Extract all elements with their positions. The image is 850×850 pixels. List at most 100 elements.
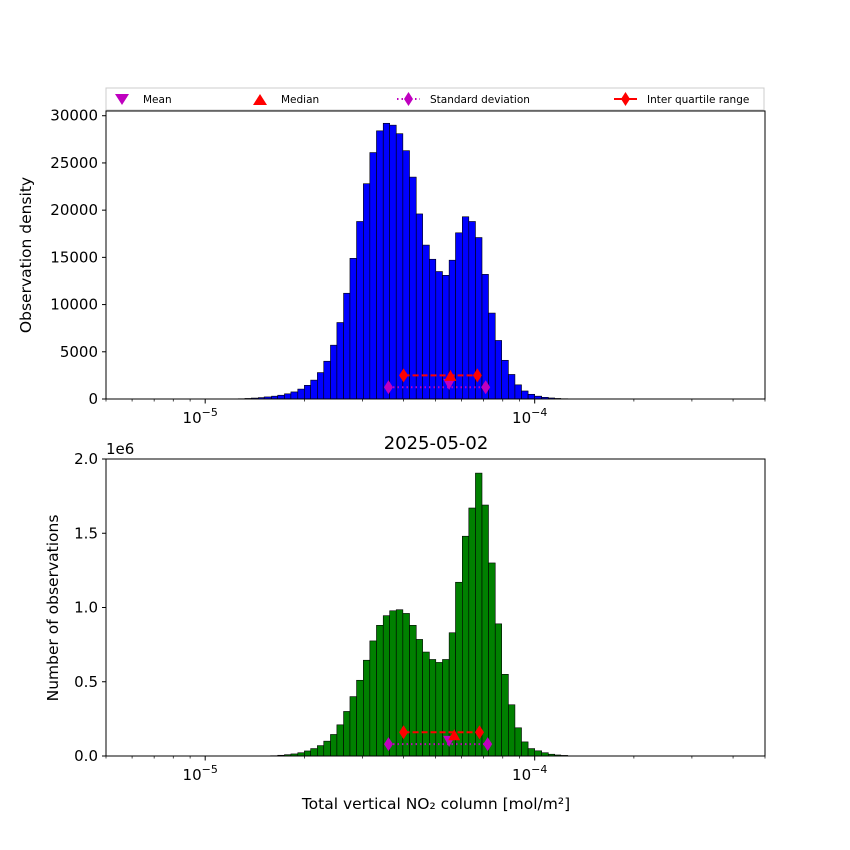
count-bar bbox=[501, 674, 509, 757]
density-bar bbox=[455, 232, 463, 400]
density-y-ticks: 0 5000 10000 15000 20000 25000 30000 bbox=[50, 107, 106, 408]
count-x-tick-label: 10−5 bbox=[183, 763, 218, 784]
density-bar bbox=[343, 292, 351, 400]
legend-item-iqr: Inter quartile range bbox=[614, 92, 749, 106]
count-y-tick-label: 0.0 bbox=[74, 747, 98, 765]
density-y-tick-label: 5000 bbox=[60, 343, 98, 361]
count-x-label: Total vertical NO₂ column [mol/m²] bbox=[301, 795, 570, 813]
density-median-marker bbox=[444, 369, 457, 381]
density-bar bbox=[323, 360, 331, 400]
count-y-ticks: 0.0 0.5 1.0 1.5 2.0 bbox=[74, 450, 106, 765]
density-bar bbox=[369, 152, 377, 400]
count-bar bbox=[508, 704, 516, 757]
density-bar bbox=[488, 312, 496, 400]
count-x-tick-label: 10−4 bbox=[512, 763, 547, 784]
count-bar bbox=[382, 615, 390, 757]
density-bar bbox=[376, 130, 384, 400]
density-bar bbox=[462, 216, 470, 400]
density-bar bbox=[349, 258, 357, 400]
legend-item-median: Median bbox=[253, 94, 319, 106]
density-bar bbox=[527, 393, 535, 400]
density-bar bbox=[402, 150, 410, 400]
density-bar bbox=[494, 340, 502, 400]
count-bar bbox=[323, 740, 331, 757]
count-y-tick-label: 2.0 bbox=[74, 450, 98, 468]
count-offset-label: 1e6 bbox=[106, 440, 134, 458]
density-bar bbox=[429, 258, 437, 400]
count-chart-title: 2025-05-02 bbox=[384, 433, 489, 454]
density-bar bbox=[277, 394, 285, 400]
legend-label-std: Standard deviation bbox=[430, 94, 530, 106]
density-std-marker bbox=[383, 380, 393, 395]
density-bar bbox=[284, 393, 292, 400]
legend-label-iqr: Inter quartile range bbox=[647, 94, 749, 106]
median-marker-icon bbox=[253, 94, 267, 105]
count-bar bbox=[343, 711, 351, 757]
density-stats bbox=[383, 368, 491, 395]
count-iqr-marker bbox=[399, 725, 409, 740]
count-bar bbox=[429, 659, 437, 757]
count-y-tick-label: 1.5 bbox=[74, 524, 98, 542]
density-iqr-marker bbox=[472, 368, 482, 383]
count-bar bbox=[494, 623, 502, 757]
density-bar bbox=[409, 176, 417, 400]
count-bar bbox=[481, 504, 489, 757]
count-bar bbox=[514, 727, 522, 757]
count-bar bbox=[369, 640, 377, 757]
count-bar bbox=[422, 651, 430, 757]
iqr-diamond-icon bbox=[621, 92, 630, 106]
count-bar bbox=[468, 507, 476, 757]
density-bar bbox=[395, 133, 404, 400]
count-x-ticks: 10−5 10−4 bbox=[105, 756, 766, 784]
count-std-marker bbox=[383, 737, 393, 752]
density-std-marker bbox=[481, 380, 491, 395]
count-bar bbox=[415, 639, 423, 757]
density-bar bbox=[317, 372, 325, 400]
density-y-tick-label: 30000 bbox=[50, 107, 98, 125]
density-bar bbox=[508, 374, 516, 400]
count-y-label: Number of observations bbox=[44, 515, 62, 702]
count-bar bbox=[475, 472, 483, 757]
count-iqr-marker bbox=[475, 725, 485, 740]
legend-label-mean: Mean bbox=[143, 94, 172, 106]
density-bar bbox=[290, 391, 299, 400]
count-bar bbox=[534, 750, 542, 757]
count-bar bbox=[462, 535, 470, 757]
density-bar bbox=[481, 274, 489, 400]
count-stats bbox=[383, 725, 493, 752]
density-y-tick-label: 25000 bbox=[50, 154, 98, 172]
count-bar bbox=[336, 724, 344, 757]
density-bar bbox=[382, 122, 390, 400]
density-bar bbox=[389, 124, 397, 400]
legend-item-std: Standard deviation bbox=[397, 92, 530, 106]
count-bar bbox=[356, 679, 364, 757]
density-bar bbox=[363, 183, 371, 400]
density-bar bbox=[304, 385, 311, 400]
density-iqr-marker bbox=[399, 368, 409, 383]
legend-frame bbox=[105, 87, 765, 111]
density-x-tick-label: 10−5 bbox=[183, 406, 218, 427]
density-bar bbox=[514, 384, 522, 400]
count-bar bbox=[304, 750, 311, 757]
count-bar bbox=[389, 610, 397, 757]
legend-item-mean: Mean bbox=[115, 94, 172, 106]
density-bar bbox=[415, 213, 423, 400]
density-bar bbox=[435, 271, 443, 400]
legend: Mean Median Standard deviation Inter qua… bbox=[105, 87, 765, 111]
count-bar bbox=[409, 625, 417, 757]
density-bar bbox=[468, 221, 476, 400]
count-bar bbox=[349, 696, 357, 757]
density-mean-marker bbox=[443, 378, 456, 390]
density-y-tick-label: 20000 bbox=[50, 201, 98, 219]
count-bar bbox=[455, 581, 463, 757]
count-std-marker bbox=[483, 737, 493, 752]
count-y-tick-label: 0.5 bbox=[74, 673, 98, 691]
std-diamond-icon bbox=[404, 92, 413, 106]
chart-count: 2025-05-02 1e6 0.00.51.01.52.0 10−5 10−4 … bbox=[44, 433, 766, 813]
count-bar bbox=[317, 745, 325, 757]
count-bar bbox=[435, 662, 443, 757]
density-x-tick-label: 10−4 bbox=[512, 406, 547, 427]
count-y-tick-label: 1.0 bbox=[74, 599, 98, 617]
